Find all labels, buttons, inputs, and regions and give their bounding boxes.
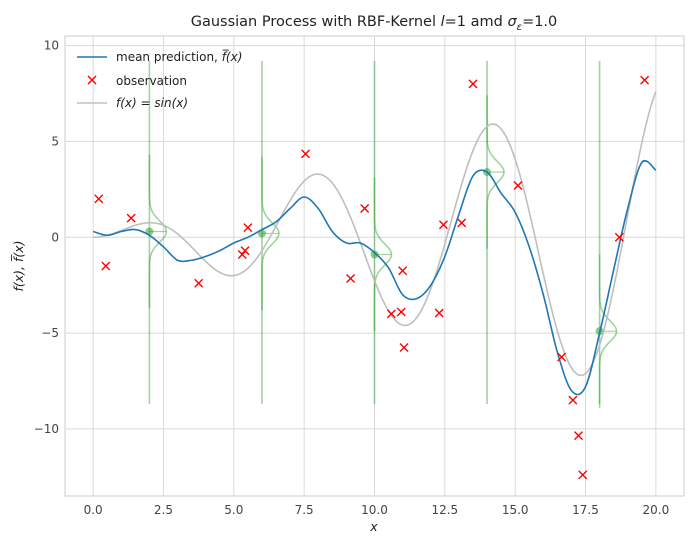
grid [65, 36, 684, 496]
x-tick-label: 7.5 [295, 503, 314, 517]
predictive-distribution [145, 60, 168, 404]
x-tick-label: 2.5 [154, 503, 173, 517]
chart-title: Gaussian Process with RBF-Kernel l=1 amd… [191, 14, 558, 33]
observation-point [468, 79, 478, 89]
observation-point [243, 223, 253, 233]
observation-point [434, 308, 444, 318]
y-tick-label: −5 [41, 326, 59, 340]
observation-point [101, 261, 111, 271]
predictive-distribution [370, 60, 393, 404]
y-tick-label: 5 [51, 134, 59, 148]
sin-function-line [93, 91, 657, 377]
observation-point [240, 246, 250, 256]
distribution-density-curve [261, 156, 280, 311]
legend-observation-marker [87, 75, 97, 85]
observation-point [457, 218, 467, 228]
predictive-distributions [145, 60, 618, 408]
observation-point [568, 395, 578, 405]
observation-point [513, 181, 523, 190]
observation-point [396, 307, 406, 317]
y-tick-label: 0 [51, 230, 59, 244]
distribution-density-curve [148, 154, 168, 309]
legend-mean-label: mean prediction, f̅(x) [116, 49, 242, 64]
legend-sin-label: f(x) = sin(x) [116, 96, 188, 110]
x-tick-label: 5.0 [224, 503, 243, 517]
y-tick-label: 10 [44, 39, 59, 53]
observation-point [557, 352, 567, 362]
x-tick-label: 12.5 [431, 503, 458, 517]
observation-point [573, 431, 583, 441]
observation-point [399, 342, 409, 352]
distribution-density-curve [486, 95, 505, 249]
legend: mean prediction, f̅(x) observation f(x) … [77, 49, 242, 110]
observation-point [398, 266, 408, 276]
x-tick-label: 17.5 [572, 503, 599, 517]
observation-point [301, 149, 311, 159]
observation-point [614, 232, 624, 242]
observation-point [438, 220, 448, 230]
x-tick-label: 20.0 [643, 503, 670, 517]
x-tick-label: 15.0 [502, 503, 529, 517]
y-axis-label: f(x), f̅(x) [11, 240, 26, 291]
observation-point [237, 250, 247, 259]
distribution-mean-dot [370, 250, 379, 259]
y-axis-ticks: 10 5 0 −5 −10 [34, 39, 59, 436]
distribution-density-curve [598, 254, 618, 408]
observation-point [386, 309, 396, 319]
observation-point [640, 75, 650, 85]
x-tick-label: 0.0 [84, 503, 103, 517]
observation-markers [94, 75, 650, 480]
distribution-density-curve [373, 177, 393, 332]
x-axis-label: x [369, 519, 378, 534]
observation-point [346, 273, 356, 283]
observation-point [360, 204, 370, 213]
y-tick-label: −10 [34, 422, 59, 436]
observation-point [94, 194, 104, 204]
observation-point [194, 278, 204, 288]
legend-observation-label: observation [116, 74, 187, 88]
mean-prediction-line [92, 160, 657, 396]
x-axis-ticks: 0.0 2.5 5.0 7.5 10.0 12.5 15.0 17.5 20.0 [84, 503, 670, 517]
observation-point [578, 470, 588, 480]
observation-point [126, 213, 136, 223]
x-tick-label: 10.0 [361, 503, 388, 517]
